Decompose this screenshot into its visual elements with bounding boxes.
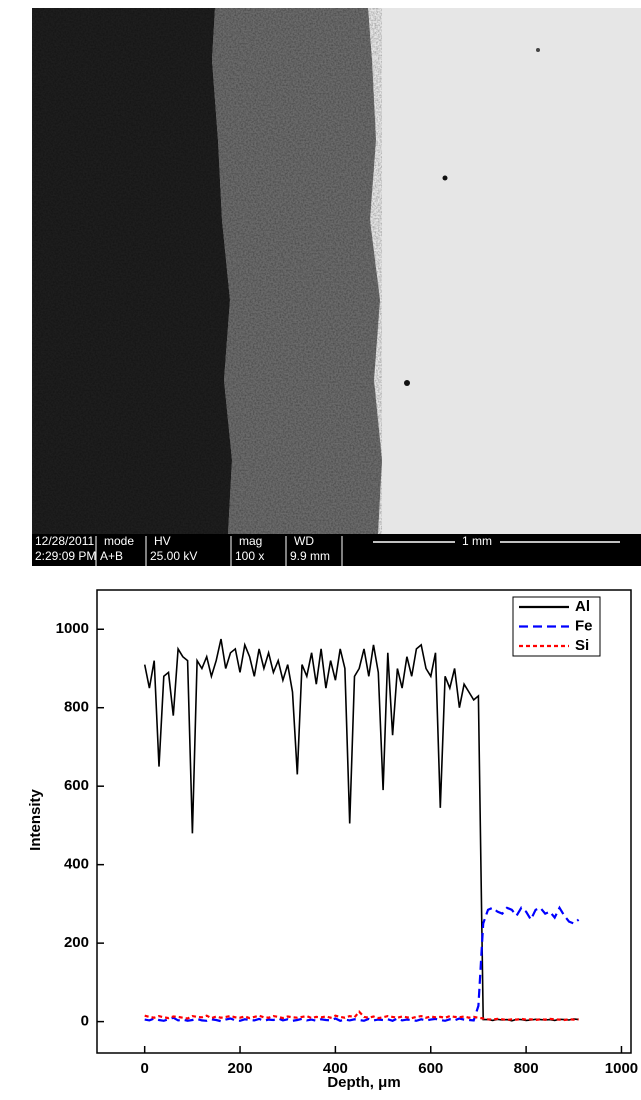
x-tick-label: 0 — [141, 1060, 149, 1077]
legend-label: Al — [575, 598, 590, 615]
field-label: mode — [104, 534, 134, 548]
legend-label: Fe — [575, 617, 593, 634]
x-tick-label: 400 — [323, 1060, 348, 1077]
y-tick-label: 800 — [64, 699, 89, 716]
field-value: 25.00 kV — [150, 549, 197, 563]
y-tick-label: 0 — [81, 1013, 89, 1030]
y-tick-label: 1000 — [56, 620, 89, 637]
time: 2:29:09 PM — [35, 549, 96, 563]
info-bar — [32, 534, 641, 566]
series-line — [143, 638, 579, 1022]
plot-frame — [96, 589, 632, 1054]
field-value: A+B — [100, 549, 123, 563]
y-tick-label: 600 — [64, 777, 89, 794]
series-line — [144, 1010, 579, 1022]
pore — [404, 380, 410, 386]
y-tick-label: 200 — [64, 934, 89, 951]
texture — [32, 8, 382, 534]
x-tick-label: 200 — [228, 1060, 253, 1077]
y-axis-label: Intensity — [27, 789, 44, 851]
y-tick-label: 400 — [64, 856, 89, 873]
legend-label: Si — [575, 637, 589, 654]
field-label: mag — [239, 534, 262, 548]
x-axis-label: Depth, μm — [327, 1074, 400, 1091]
field-value: 100 x — [235, 549, 264, 563]
x-tick-label: 800 — [514, 1060, 539, 1077]
field-label: WD — [294, 534, 314, 548]
x-tick-label: 600 — [418, 1060, 443, 1077]
series-line — [144, 905, 580, 1023]
field-label: HV — [154, 534, 171, 548]
pore — [536, 48, 540, 52]
scale-label: 1 mm — [462, 534, 492, 548]
x-tick-label: 1000 — [605, 1060, 638, 1077]
date: 12/28/2011 — [35, 534, 94, 548]
pore — [442, 175, 448, 181]
field-value: 9.9 mm — [290, 549, 330, 563]
chart: Depth, μm Intensity 0 200 400 600 800 1000 0 20… — [27, 589, 638, 1091]
